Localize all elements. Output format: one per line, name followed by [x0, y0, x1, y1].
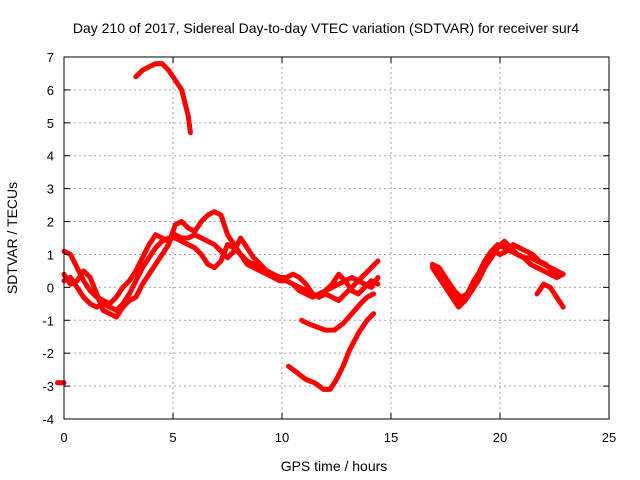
y-tick-label: 6 — [47, 83, 54, 98]
y-tick-label: 7 — [47, 50, 54, 65]
x-tick-label: 10 — [275, 430, 289, 445]
series-track-c — [61, 209, 381, 320]
y-axis-label: SDTVAR / TECUs — [4, 182, 20, 294]
y-tick-label: 5 — [47, 116, 54, 131]
series-track-e — [299, 291, 377, 333]
x-tick-label: 0 — [60, 430, 67, 445]
series-track-j — [534, 281, 566, 310]
plot-area — [55, 61, 566, 392]
y-tick-label: -2 — [42, 346, 54, 361]
y-tick-label: 1 — [47, 247, 54, 262]
y-tick-label: 2 — [47, 215, 54, 230]
x-tick-label: 5 — [169, 430, 176, 445]
y-tick-label: 4 — [47, 149, 54, 164]
series-track-d — [133, 61, 193, 136]
x-tick-label: 20 — [493, 430, 507, 445]
y-tick-label: -4 — [42, 412, 54, 427]
series-track-f — [286, 311, 377, 392]
y-tick-label: -1 — [42, 313, 54, 328]
x-axis-label: GPS time / hours — [281, 458, 388, 474]
y-tick-label: 0 — [47, 280, 54, 295]
plot-frame — [63, 56, 610, 420]
y-tick-label: 3 — [47, 182, 54, 197]
series-track-i — [432, 242, 562, 300]
series-track-b — [61, 232, 381, 307]
x-tick-label: 15 — [384, 430, 398, 445]
x-axis: 0 5 10 15 20 25 — [60, 57, 616, 445]
y-axis: -4 -3 -2 -1 0 1 2 3 4 5 6 7 — [42, 50, 609, 427]
series-track-h — [429, 238, 566, 310]
y-tick-label: -3 — [42, 379, 54, 394]
chart-title: Day 210 of 2017, Sidereal Day-to-day VTE… — [73, 20, 579, 36]
grid — [64, 57, 609, 419]
x-tick-label: 25 — [602, 430, 616, 445]
